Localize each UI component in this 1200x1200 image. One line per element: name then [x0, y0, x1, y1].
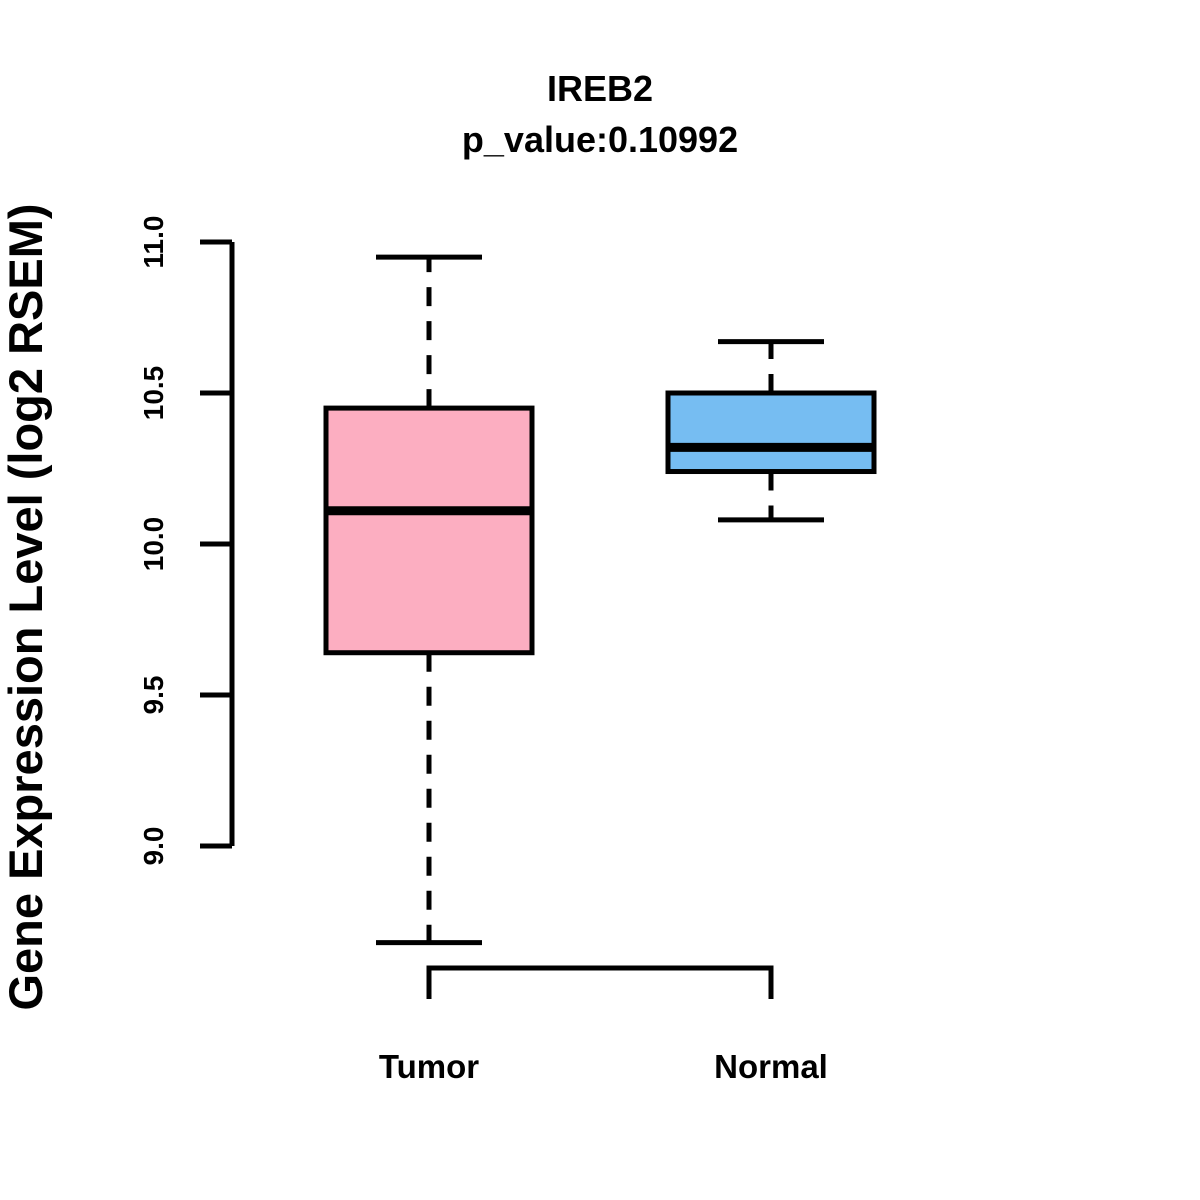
- y-tick-label: 10.0: [138, 517, 169, 572]
- y-axis-label: Gene Expression Level (log2 RSEM): [0, 203, 52, 1010]
- y-tick-label: 10.5: [138, 366, 169, 421]
- x-label-tumor: Tumor: [379, 1048, 479, 1085]
- plot-area: 9.0 9.5 10.0 10.5 11.0 Tumor Normal: [138, 216, 877, 1085]
- y-tick-label: 9.0: [138, 827, 169, 866]
- box-tumor: [323, 405, 535, 656]
- chart-title: IREB2: [547, 68, 653, 109]
- box-normal: [665, 390, 877, 475]
- y-tick-label: 9.5: [138, 676, 169, 715]
- x-label-normal: Normal: [714, 1048, 828, 1085]
- chart-subtitle: p_value:0.10992: [462, 119, 738, 160]
- y-tick-label: 11.0: [138, 216, 169, 269]
- x-axis-bracket: [426, 965, 774, 999]
